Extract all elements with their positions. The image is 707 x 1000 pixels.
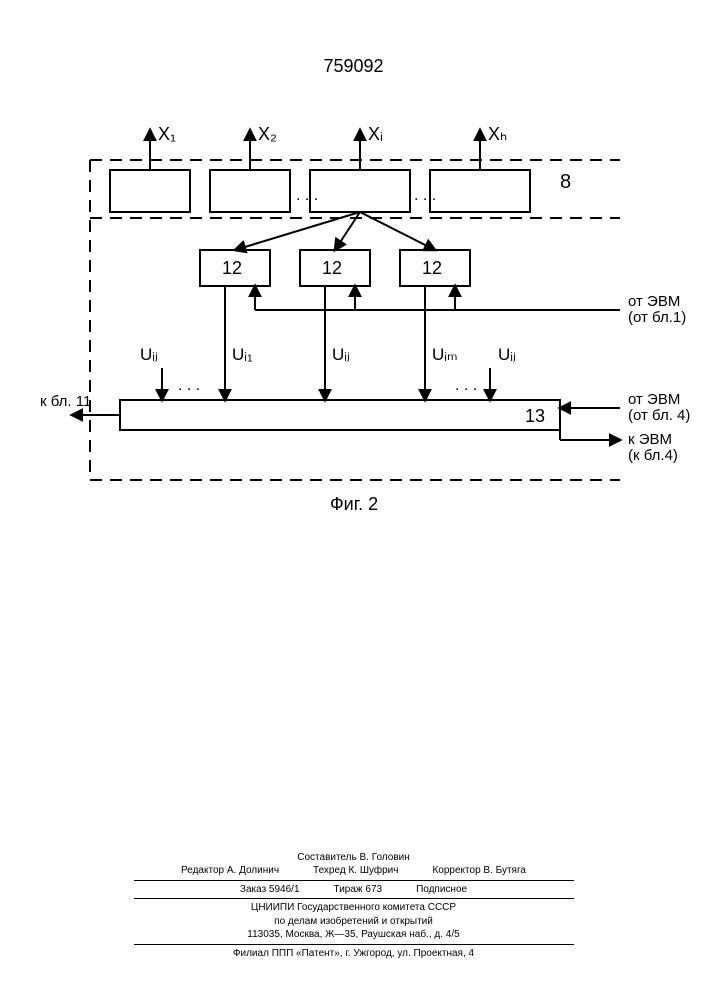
addr2: Филиал ППП «Патент», г. Ужгород, ул. Про… [0, 947, 707, 961]
region-label: 8 [560, 171, 571, 193]
svg-text:12: 12 [422, 258, 442, 278]
svg-text:X₁: X₁ [158, 124, 176, 144]
mid-row: 12 12 12 [200, 250, 470, 286]
svg-text:. . .: . . . [296, 187, 318, 204]
svg-text:от ЭВМ: от ЭВМ [628, 391, 680, 408]
svg-text:Uᵢₘ: Uᵢₘ [432, 345, 458, 364]
svg-text:Uᵢⱼ: Uᵢⱼ [140, 345, 158, 364]
svg-text:(от бл. 4): (от бл. 4) [628, 407, 690, 424]
right-io: от ЭВМ (от бл. 4) к ЭВМ (к бл.4) [560, 391, 690, 464]
svg-text:(от бл.1): (от бл.1) [628, 309, 686, 326]
svg-text:от ЭВМ: от ЭВМ [628, 293, 680, 310]
svg-text:X₂: X₂ [258, 124, 277, 144]
compiler-line: Составитель В. Головин [0, 851, 707, 865]
u-arrows: Uᵢⱼ Uᵢ₁ Uᵢⱼ Uᵢₘ Uᵢⱼ . . . . . . [140, 286, 516, 400]
svg-text:к ЭВМ: к ЭВМ [628, 431, 672, 448]
org1: ЦНИИПИ Государственного комитета СССР [0, 901, 707, 915]
tirage: Тираж 673 [334, 883, 383, 897]
figure-caption: Фиг. 2 [330, 494, 378, 514]
svg-text:Uᵢⱼ: Uᵢⱼ [498, 345, 516, 364]
svg-text:Uᵢ₁: Uᵢ₁ [232, 345, 253, 364]
order-no: Заказ 5946/1 [240, 883, 300, 897]
svg-text:к бл. 11: к бл. 11 [40, 393, 91, 410]
corrector: Корректор В. Бутяга [432, 864, 525, 878]
evm-bus-1: от ЭВМ (от бл.1) [255, 286, 686, 326]
block-13: 13 [120, 400, 560, 430]
org2: по делам изобретений и открытий [0, 915, 707, 929]
svg-text:13: 13 [525, 406, 545, 426]
svg-text:. . .: . . . [178, 377, 200, 394]
svg-text:(к бл.4): (к бл.4) [628, 447, 678, 464]
sub: Подписное [416, 883, 467, 897]
svg-text:Xₕ: Xₕ [488, 124, 507, 144]
left-out: к бл. 11 [40, 393, 120, 415]
svg-text:. . .: . . . [414, 187, 436, 204]
addr1: 113035, Москва, Ж—35, Раушская наб., д. … [0, 928, 707, 942]
doc-number: 759092 [0, 56, 707, 77]
editor: Редактор А. Долинич [181, 864, 279, 878]
top-row: X₁ X₂ Xᵢ Xₕ . . . . . . [110, 124, 530, 212]
svg-text:. . .: . . . [455, 377, 477, 394]
tech: Техред К. Шуфрич [313, 864, 398, 878]
svg-text:12: 12 [222, 258, 242, 278]
svg-text:12: 12 [322, 258, 342, 278]
svg-text:Xᵢ: Xᵢ [368, 124, 383, 144]
svg-text:Uᵢⱼ: Uᵢⱼ [332, 345, 350, 364]
footer-block: Составитель В. Головин Редактор А. Долин… [0, 851, 707, 961]
figure-diagram: 8 X₁ X₂ Xᵢ Xₕ . . . . . . [0, 0, 707, 560]
